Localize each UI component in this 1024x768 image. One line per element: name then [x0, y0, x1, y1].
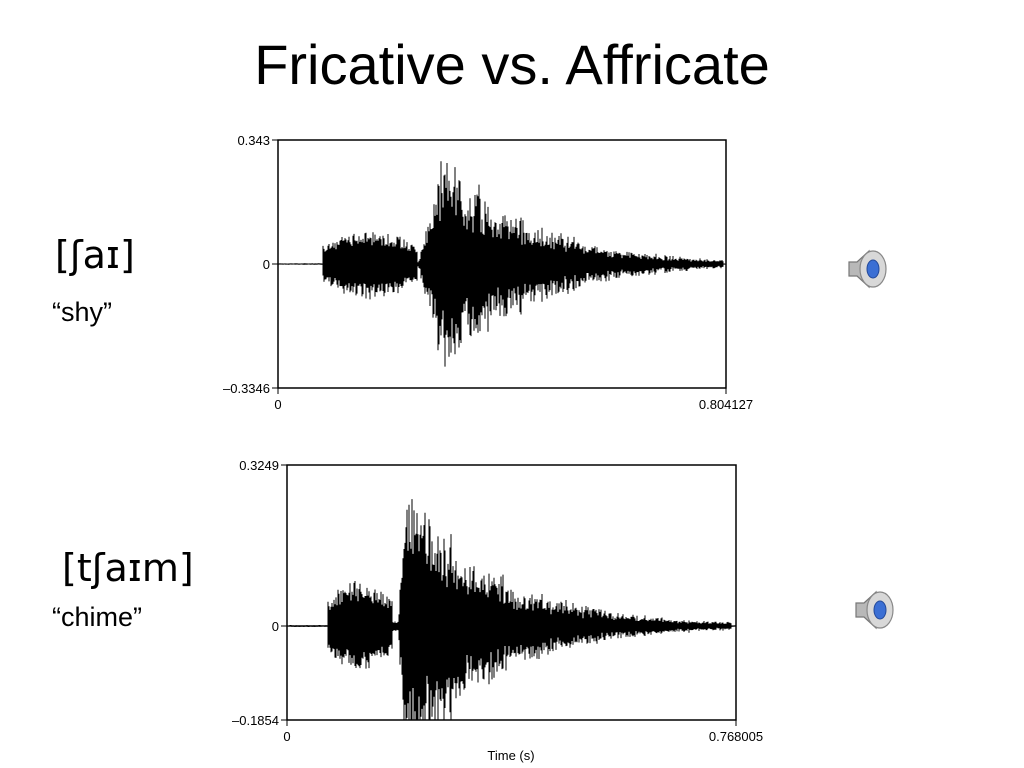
gloss-shy: “shy”	[52, 297, 112, 327]
ipa-transcription-shy: [ʃaɪ]	[55, 233, 135, 277]
y-tick-max-chime: 0.3249	[239, 458, 279, 473]
ipa-transcription-chime: [tʃaɪm]	[62, 546, 194, 590]
y-tick-zero-shy: 0	[263, 257, 270, 272]
speaker-icon[interactable]	[845, 246, 893, 297]
waveform-chart-chime: 0.3249 0 –0.1854 0 0.768005 Time (s)	[232, 458, 763, 763]
waveform-signal-shy	[277, 161, 726, 367]
y-tick-min-chime: –0.1854	[232, 713, 279, 728]
x-tick-start-shy: 0	[274, 397, 281, 412]
waveform-signal-chime	[286, 499, 736, 720]
waveform-chart-shy: 0.343 0 –0.3346 0 0.804127	[223, 133, 753, 412]
waveform-trace	[277, 161, 726, 367]
waveform-trace	[286, 499, 736, 720]
slide-title: Fricative vs. Affricate	[254, 33, 770, 96]
x-tick-end-shy: 0.804127	[699, 397, 753, 412]
speaker-icon[interactable]	[852, 587, 900, 638]
y-tick-min-shy: –0.3346	[223, 381, 270, 396]
gloss-chime: “chime”	[52, 602, 143, 632]
y-tick-zero-chime: 0	[272, 619, 279, 634]
x-axis-label-chime: Time (s)	[487, 748, 534, 763]
x-tick-start-chime: 0	[283, 729, 290, 744]
x-tick-end-chime: 0.768005	[709, 729, 763, 744]
plot-frame-chime	[286, 464, 737, 721]
y-tick-max-shy: 0.343	[237, 133, 270, 148]
